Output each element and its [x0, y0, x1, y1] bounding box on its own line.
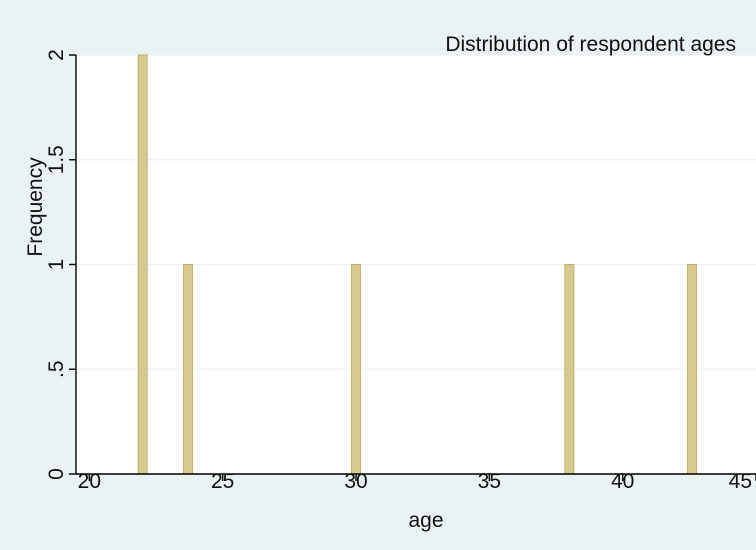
x-tick-label: 25: [211, 470, 234, 493]
histogram-bar: [137, 54, 148, 475]
x-tick-label: 20: [78, 470, 101, 493]
x-tick-label: 45: [729, 470, 752, 493]
y-tick-label: 1: [45, 259, 68, 271]
y-tick-label: 1.5: [45, 145, 68, 174]
x-axis-title: age: [408, 509, 443, 532]
x-tick-label: 30: [344, 470, 367, 493]
histogram-bar: [687, 264, 697, 475]
histogram-bar: [183, 264, 193, 475]
y-axis: 0 .5 1 1.5 2: [45, 49, 77, 480]
y-axis-title: Frequency: [24, 157, 47, 257]
x-tick-label: 35: [478, 470, 501, 493]
x-tick-label: 40: [611, 470, 634, 493]
y-tick-label: 0: [45, 468, 68, 480]
y-tick-label: 2: [45, 49, 68, 61]
x-axis: 20 25 30 35 40 45: [76, 470, 756, 493]
chart-title: Distribution of respondent ages: [445, 33, 736, 56]
y-tick-label: .5: [45, 360, 68, 378]
histogram-bar: [351, 264, 361, 475]
histogram-bar: [564, 264, 575, 475]
